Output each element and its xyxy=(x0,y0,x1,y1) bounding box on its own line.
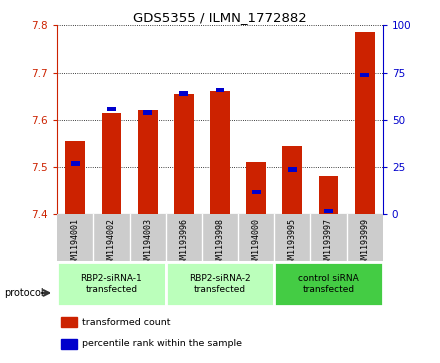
FancyBboxPatch shape xyxy=(57,262,166,306)
Bar xyxy=(71,161,80,166)
Bar xyxy=(246,162,266,214)
Bar xyxy=(252,189,260,194)
Bar xyxy=(180,91,188,96)
Bar xyxy=(138,110,158,214)
Bar xyxy=(107,107,116,111)
Text: GSM1193999: GSM1193999 xyxy=(360,218,369,268)
Text: RBP2-siRNA-1
transfected: RBP2-siRNA-1 transfected xyxy=(81,274,143,294)
Text: control siRNA
transfected: control siRNA transfected xyxy=(298,274,359,294)
Bar xyxy=(355,33,375,214)
Text: GSM1194000: GSM1194000 xyxy=(252,218,260,268)
Text: GSM1194003: GSM1194003 xyxy=(143,218,152,268)
Text: GSM1194002: GSM1194002 xyxy=(107,218,116,268)
Bar xyxy=(319,176,338,214)
Bar xyxy=(102,113,121,214)
Bar xyxy=(216,88,224,93)
Bar xyxy=(61,317,77,327)
Text: GSM1194001: GSM1194001 xyxy=(71,218,80,268)
Text: RBP2-siRNA-2
transfected: RBP2-siRNA-2 transfected xyxy=(189,274,251,294)
FancyBboxPatch shape xyxy=(274,262,383,306)
Bar xyxy=(143,110,152,115)
Text: GSM1193996: GSM1193996 xyxy=(180,218,188,268)
Text: percentile rank within the sample: percentile rank within the sample xyxy=(82,339,242,348)
Bar xyxy=(210,91,230,214)
Text: transformed count: transformed count xyxy=(82,318,170,327)
Text: GSM1193995: GSM1193995 xyxy=(288,218,297,268)
Bar xyxy=(282,146,302,214)
Bar xyxy=(360,73,369,77)
Bar xyxy=(66,141,85,214)
Title: GDS5355 / ILMN_1772882: GDS5355 / ILMN_1772882 xyxy=(133,11,307,24)
Text: protocol: protocol xyxy=(4,288,44,298)
FancyBboxPatch shape xyxy=(166,262,274,306)
Text: GSM1193997: GSM1193997 xyxy=(324,218,333,268)
Bar xyxy=(61,339,77,349)
Text: GSM1193998: GSM1193998 xyxy=(216,218,224,268)
Bar xyxy=(288,167,297,172)
Bar xyxy=(324,208,333,213)
Bar xyxy=(174,94,194,214)
